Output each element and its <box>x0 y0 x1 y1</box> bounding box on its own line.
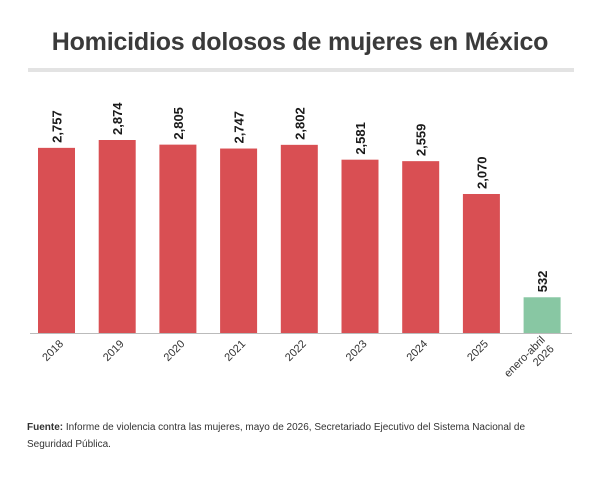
bar <box>341 159 379 333</box>
bar-value-label: 2,070 <box>474 156 489 189</box>
bar <box>98 140 136 333</box>
x-tick-label: 2021 <box>222 338 248 364</box>
source-note: Fuente: Informe de violencia contra las … <box>27 419 567 453</box>
x-tick-label: 2024 <box>404 338 430 364</box>
bar-value-label: 2,802 <box>292 107 307 140</box>
bar-value-label: 2,747 <box>232 111 247 144</box>
x-tick-labels-group: 2018 2019 2020 2021 2022 2023 2024 2025 enero-ab… <box>40 334 557 389</box>
bars-group <box>38 140 561 333</box>
x-tick-label: enero-abril2026 <box>502 334 557 389</box>
x-tick-label: 2018 <box>40 338 66 364</box>
bar-value-label: 2,581 <box>353 122 368 155</box>
x-tick-label: 2019 <box>101 338 127 364</box>
x-tick-label: 2022 <box>283 338 309 364</box>
bar-value-label: 2,874 <box>110 102 125 135</box>
title-divider <box>28 68 574 72</box>
x-tick-label: 2023 <box>344 338 370 364</box>
bar <box>523 297 561 333</box>
bar-value-label: 2,559 <box>414 124 429 157</box>
source-label: Fuente: <box>27 422 64 433</box>
bar-value-label: 2,805 <box>171 107 186 140</box>
value-labels-group: 2,757 2,874 2,805 2,747 2,802 2,581 2,559 2,070… <box>50 102 551 293</box>
bar <box>220 148 258 333</box>
x-tick-label: 2025 <box>465 338 491 364</box>
bar <box>38 147 75 333</box>
bar <box>280 144 318 333</box>
x-tick-label: 2020 <box>162 338 188 364</box>
bar-value-label: 2,757 <box>50 110 65 143</box>
bar <box>159 144 197 333</box>
bar <box>402 161 440 333</box>
bar <box>462 193 500 333</box>
chart-title: Homicidios dolosos de mujeres en México <box>51 28 549 56</box>
bar-value-label: 532 <box>535 271 550 293</box>
source-text: Informe de violencia contra las mujeres,… <box>27 422 526 450</box>
